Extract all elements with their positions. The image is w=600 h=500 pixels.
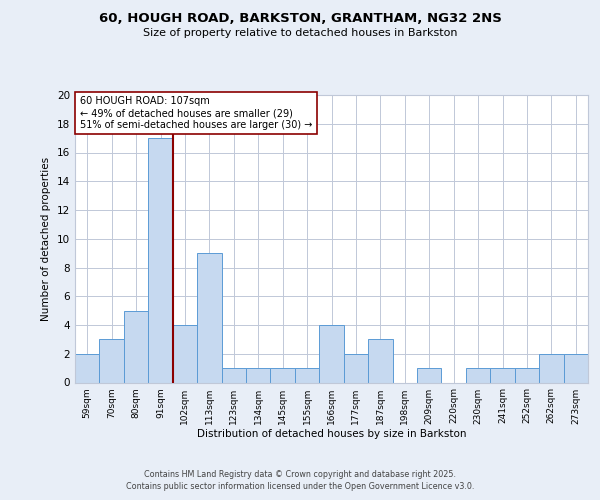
- Y-axis label: Number of detached properties: Number of detached properties: [41, 156, 52, 321]
- Bar: [197, 253, 221, 382]
- Bar: [271, 368, 295, 382]
- Text: 60, HOUGH ROAD, BARKSTON, GRANTHAM, NG32 2NS: 60, HOUGH ROAD, BARKSTON, GRANTHAM, NG32…: [98, 12, 502, 26]
- Bar: [417, 368, 442, 382]
- Bar: [148, 138, 173, 382]
- Bar: [539, 354, 563, 382]
- Bar: [100, 340, 124, 382]
- Text: Contains HM Land Registry data © Crown copyright and database right 2025.: Contains HM Land Registry data © Crown c…: [144, 470, 456, 479]
- Bar: [466, 368, 490, 382]
- Bar: [344, 354, 368, 382]
- Bar: [246, 368, 271, 382]
- Bar: [490, 368, 515, 382]
- X-axis label: Distribution of detached houses by size in Barkston: Distribution of detached houses by size …: [197, 430, 466, 440]
- Bar: [368, 340, 392, 382]
- Text: 60 HOUGH ROAD: 107sqm
← 49% of detached houses are smaller (29)
51% of semi-deta: 60 HOUGH ROAD: 107sqm ← 49% of detached …: [80, 96, 313, 130]
- Bar: [124, 310, 148, 382]
- Bar: [75, 354, 100, 382]
- Bar: [319, 325, 344, 382]
- Bar: [173, 325, 197, 382]
- Bar: [295, 368, 319, 382]
- Text: Contains public sector information licensed under the Open Government Licence v3: Contains public sector information licen…: [126, 482, 474, 491]
- Text: Size of property relative to detached houses in Barkston: Size of property relative to detached ho…: [143, 28, 457, 38]
- Bar: [221, 368, 246, 382]
- Bar: [515, 368, 539, 382]
- Bar: [563, 354, 588, 382]
